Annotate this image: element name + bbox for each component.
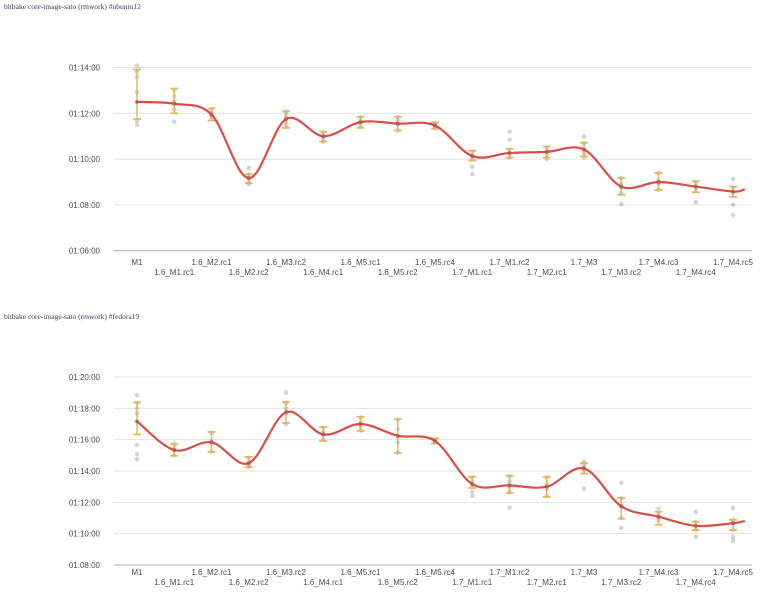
x-tick-label: 1.7_M4.rc3 (638, 568, 679, 577)
x-tick-label: 1.7_M1.rc1 (452, 578, 493, 587)
sample-point[interactable] (730, 176, 736, 182)
error-bar (617, 496, 626, 520)
x-tick-label: 1.6_M2.rc2 (229, 268, 270, 277)
sample-point[interactable] (730, 538, 736, 543)
trend-line (135, 410, 746, 528)
sample-point[interactable] (730, 534, 736, 540)
sample-point[interactable] (469, 171, 475, 177)
sample-point[interactable] (693, 534, 699, 540)
error-bar (170, 87, 179, 115)
sample-point[interactable] (134, 392, 140, 398)
y-tick-label: 01:08:00 (69, 561, 101, 570)
x-tick-label: 1.7_M4.rc4 (676, 268, 717, 277)
samples-layer (134, 390, 736, 543)
ubuntu12-chart-svg: 01:14:00 01:12:00 01:10:00 01:08:00 01:06:00… (69, 63, 754, 277)
y-tick-label: 01:16:00 (69, 436, 101, 445)
sample-point[interactable] (246, 165, 252, 171)
y-tick-label: 01:14:00 (69, 467, 101, 476)
x-tick-label: M1 (131, 568, 143, 577)
y-tick-label: 01:10:00 (69, 530, 101, 539)
sample-point[interactable] (618, 201, 624, 207)
sample-point[interactable] (134, 456, 140, 462)
sample-point[interactable] (730, 212, 736, 218)
sample-point[interactable] (134, 442, 140, 448)
sample-point[interactable] (507, 129, 512, 134)
x-tick-label: M1 (131, 258, 143, 267)
chart-title-ubuntu12: bitbake core-image-sato (rmwork) #ubuntu… (4, 2, 141, 11)
x-tick-label: 1.6_M5.rc2 (378, 268, 419, 277)
x-tick-label: 1.7_M4.rc5 (713, 568, 754, 577)
y-tick-label: 01:08:00 (69, 201, 101, 210)
sample-point[interactable] (693, 199, 699, 205)
sample-point[interactable] (469, 493, 475, 499)
x-tick-label: 1.6_M5.rc1 (340, 568, 381, 577)
x-tick-label: 1.6_M5.rc4 (415, 568, 456, 577)
y-tick-label: 01:18:00 (69, 404, 101, 413)
y-tick-label: 01:20:00 (69, 373, 101, 382)
error-bar (133, 401, 141, 436)
y-tick-label: 01:14:00 (69, 64, 101, 73)
sample-point[interactable] (469, 489, 475, 495)
x-tick-label: 1.7_M4.rc4 (676, 578, 717, 587)
chart-title-fedora19: bitbake core-image-sato (rmwork) #fedora… (4, 312, 140, 321)
x-tick-label: 1.6_M4.rc1 (303, 578, 344, 587)
x-tick-label: 1.6_M1.rc1 (154, 578, 195, 587)
x-tick-label: 1.7_M2.rc1 (527, 268, 568, 277)
sample-point[interactable] (730, 202, 736, 208)
x-tick-label: 1.7_M1.rc2 (489, 258, 530, 267)
error-bar (133, 68, 141, 120)
sample-point[interactable] (693, 509, 699, 515)
sample-point[interactable] (618, 480, 624, 486)
x-tick-label: 1.7_M3.rc2 (601, 578, 642, 587)
y-tick-label: 01:12:00 (69, 109, 101, 118)
grid-layer: 01:14:00 01:12:00 01:10:00 01:08:00 01:06:00 (69, 64, 752, 256)
x-axis-labels: M1 1.6_M1.rc11.6_M2.rc11.6_M2.rc21.6_M3.r… (131, 568, 753, 587)
sample-point[interactable] (507, 505, 512, 510)
sample-point[interactable] (581, 486, 587, 492)
x-tick-label: 1.7_M4.rc5 (713, 258, 754, 267)
fedora19-chart-svg: 01:20:00 01:18:00 01:16:00 01:14:00 01:12:00… (69, 373, 754, 587)
x-tick-label: 1.6_M5.rc4 (415, 258, 456, 267)
x-tick-label: 1.7_M1.rc1 (452, 268, 493, 277)
x-tick-label: 1.7_M3.rc2 (601, 268, 642, 277)
y-tick-label: 01:12:00 (69, 498, 101, 507)
sample-point[interactable] (171, 119, 177, 124)
y-tick-label: 01:10:00 (69, 155, 101, 164)
x-tick-label: 1.7_M4.rc3 (638, 258, 679, 267)
sample-point[interactable] (507, 137, 512, 142)
error-bars-layer (133, 68, 737, 198)
sample-point[interactable] (469, 164, 475, 170)
x-axis-labels: M1 1.6_M1.rc11.6_M2.rc11.6_M2.rc21.6_M3.r… (131, 258, 753, 277)
x-tick-label: 1.6_M2.rc2 (229, 578, 270, 587)
error-bars-layer (133, 401, 737, 531)
x-tick-label: 1.6_M4.rc1 (303, 268, 344, 277)
sample-point[interactable] (618, 525, 624, 531)
grid-layer: 01:20:00 01:18:00 01:16:00 01:14:00 01:12:00… (69, 373, 752, 570)
sample-point[interactable] (134, 63, 140, 68)
x-tick-label: 1.6_M1.rc1 (154, 268, 195, 277)
sample-point[interactable] (581, 134, 587, 139)
x-tick-label: 1.6_M3.rc2 (266, 258, 307, 267)
sample-point[interactable] (656, 506, 661, 512)
sample-point[interactable] (283, 390, 289, 395)
sample-point[interactable] (134, 122, 140, 128)
x-tick-label: 1.6_M2.rc1 (191, 568, 232, 577)
sample-point[interactable] (134, 451, 140, 457)
sample-point[interactable] (730, 505, 736, 511)
x-tick-label: 1.6_M3.rc2 (266, 568, 307, 577)
x-tick-label: 1.7_M2.rc1 (527, 578, 568, 587)
x-tick-label: 1.7_M3 (571, 568, 598, 577)
means-layer (135, 99, 735, 194)
means-layer (135, 410, 735, 528)
trend-line (135, 100, 746, 193)
y-tick-label: 01:06:00 (69, 247, 101, 256)
x-tick-label: 1.6_M5.rc2 (378, 578, 419, 587)
x-tick-label: 1.6_M5.rc1 (340, 258, 381, 267)
x-tick-label: 1.7_M3 (571, 258, 598, 267)
x-tick-label: 1.7_M1.rc2 (489, 568, 530, 577)
x-tick-label: 1.6_M2.rc1 (191, 258, 232, 267)
